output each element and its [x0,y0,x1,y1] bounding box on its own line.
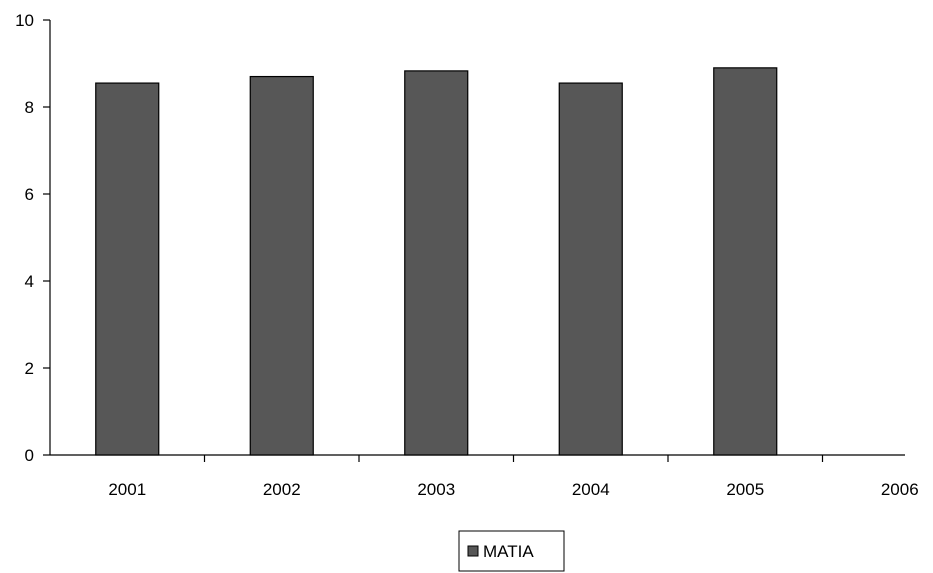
y-axis: 0 2 4 6 8 10 [15,11,51,465]
x-tick-label: 2002 [263,480,301,499]
bar-2005 [713,67,778,456]
y-tick-label: 4 [25,272,34,291]
x-tick-label: 2003 [417,480,455,499]
legend-swatch [467,545,479,557]
y-tick-label: 2 [25,359,34,378]
bars [95,67,778,456]
legend-label: MATIA [483,542,534,561]
x-axis: 2001 2002 2003 2004 2005 2006 [50,454,919,499]
y-tick-label: 6 [25,185,34,204]
y-tick-label: 0 [25,446,34,465]
x-tick-label: 2005 [726,480,764,499]
bar-2002 [249,75,314,456]
x-tick-label: 2004 [572,480,610,499]
bar-2004 [558,82,623,456]
y-tick-label: 10 [15,11,34,30]
x-tick-label: 2006 [881,480,919,499]
bar-2003 [404,70,469,456]
bar-2001 [95,82,160,456]
legend: MATIA [458,530,565,572]
x-tick-label: 2001 [108,480,146,499]
y-tick-label: 8 [25,98,34,117]
